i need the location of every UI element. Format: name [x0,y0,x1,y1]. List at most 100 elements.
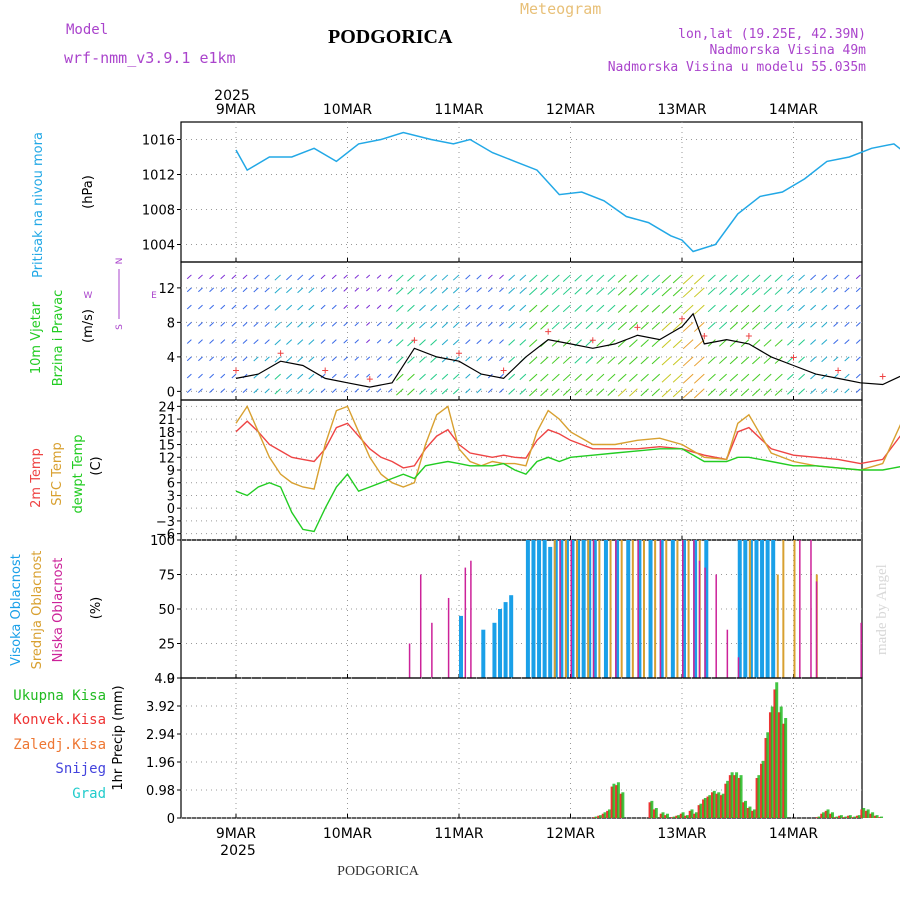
wind-gust-marker [701,332,708,339]
precip-total-bar [717,792,721,818]
wind-barb [308,274,315,281]
wind-barb [286,274,293,281]
wind-barb [810,322,817,328]
wind-barb [508,388,516,395]
wind-barb [821,356,828,363]
precip-conv-bar [688,810,692,818]
wind-barb [529,304,538,313]
wind-barb [198,274,203,280]
wind-barb [718,373,727,382]
wind-barb [465,304,471,310]
precip-total-bar [784,718,788,818]
wind-barb [540,322,549,330]
wind-gust-marker [879,373,886,380]
wind-barb [607,322,616,330]
wind-barb [672,287,683,297]
wind-barb [707,304,716,313]
cloud_cover-tick-label: 100 [150,534,175,549]
wind-barb [320,274,326,280]
wind-barb [651,339,661,348]
wind-barb [844,322,850,327]
cloud-high-bar [503,602,508,678]
wind-barb [774,287,783,295]
wind-barb [752,339,761,348]
wind-barb [774,388,783,396]
wind-barb [651,274,661,283]
wind-barb [387,356,393,361]
wind-barb [729,388,739,397]
cloud-mid-bar [620,540,623,678]
precip-conv-bar [742,802,746,818]
pressure-frame [180,121,863,263]
wind-barb [628,388,638,397]
wind-barb [419,322,426,329]
wind-barb [253,274,259,280]
wind-barb [763,287,772,295]
wind-barb [264,373,270,379]
wind-barb [487,388,493,393]
wind-barb [264,339,270,345]
cloud-low-bar [592,540,595,678]
wind-barb [810,388,817,395]
wind-barb [729,274,739,283]
wind-barb [376,304,382,309]
wind-barb [672,388,683,398]
wind-barb [297,322,304,328]
wind-barb [487,274,493,280]
wind-barb [607,356,616,364]
wind-barb [220,274,226,280]
pressure-unit: (hPa) [81,175,96,209]
wind-barb [833,322,839,327]
cloud-mid-bar [665,540,668,678]
precipitation-tick-label: 0.98 [146,784,175,799]
wind-barb [231,287,237,293]
wind-gust-marker [456,350,462,357]
wind-barb [274,388,281,395]
wind-barb [855,388,861,393]
wind-barb [763,356,772,364]
wind-barb [551,339,560,347]
cloud-high-bar [570,540,575,678]
wind-barb [274,373,281,380]
wind-barb [508,339,516,346]
precip-total-bar [766,732,770,818]
cloud-high-bar [760,540,765,678]
cloud-low-bar [464,567,467,678]
wind-barb [242,356,248,362]
pressure-tick-label: 1012 [142,169,175,184]
wind-barb [231,274,237,280]
cloud-high-bar [542,540,547,678]
precip-legend-freezing: Zaledj.Kisa [13,737,106,753]
wind-barb [740,304,750,313]
wind-gust-marker [745,332,752,339]
precip-conv-bar [697,805,701,818]
cloud-high-bar [581,540,586,678]
wind-barb [452,388,460,395]
wind-barb [354,373,359,378]
wind-barb [821,304,828,311]
precip-total-bar [594,816,598,818]
precip-conv-bar [860,809,864,818]
wind-barb [640,388,649,397]
day-label-bottom: 14MAR [769,826,818,842]
wind-barb [264,274,270,280]
wind-barb [476,304,482,310]
wind-barb [419,388,426,395]
wind-barb [787,304,794,312]
precip-total-bar [875,815,879,818]
page-title: PODGORICA [328,26,453,48]
wind-barb [407,287,415,295]
cloud-low-bar [408,643,411,678]
cloud-low-bar [419,574,422,678]
precip-total-bar [712,790,716,818]
wind-barb [844,388,850,394]
precip-total-bar [752,809,756,818]
wind-barb [198,287,203,293]
wind-barb [419,304,426,312]
wind-barb [628,339,638,348]
wind-gust-marker [233,367,239,374]
wind-barb [354,322,359,327]
precip-total-bar [699,803,703,818]
cloud-ylabel-2: Srednja Oblacnost [30,551,45,670]
